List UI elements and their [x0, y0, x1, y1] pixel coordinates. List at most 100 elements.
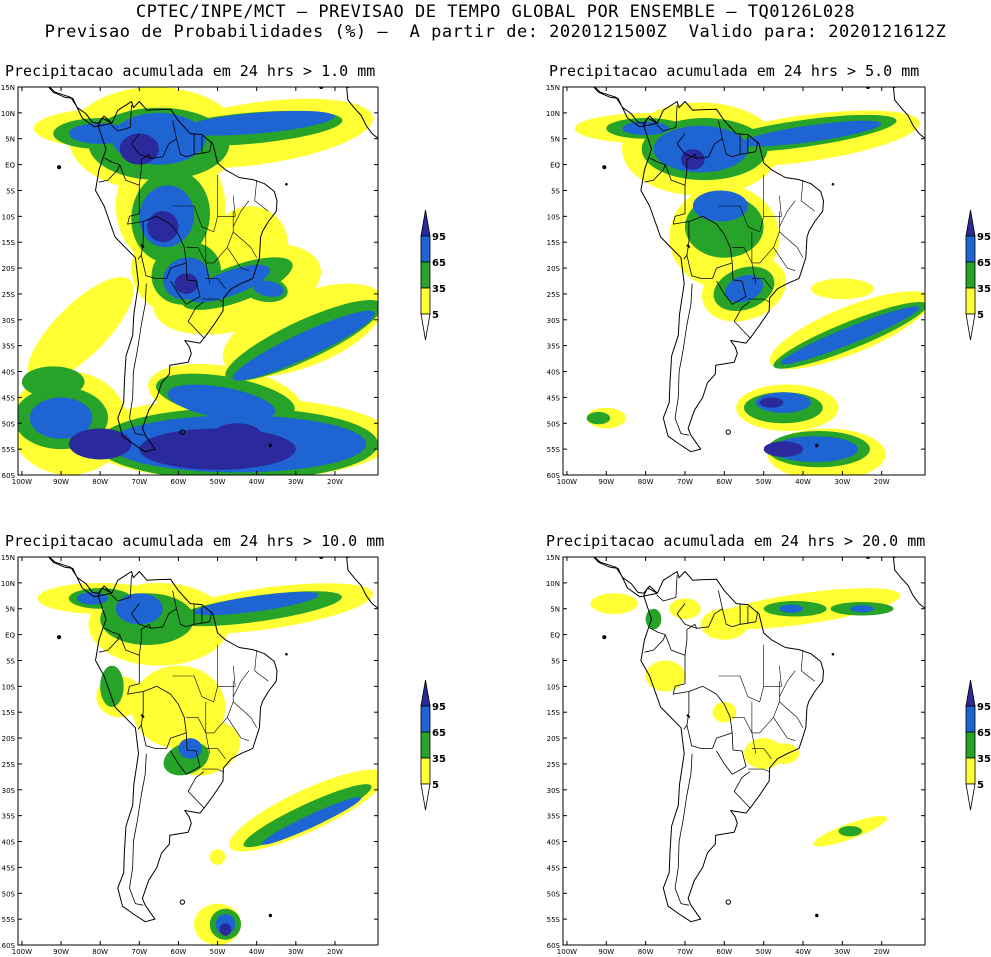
galapagos-islands [602, 635, 607, 640]
lat-label: 55S [2, 916, 16, 924]
legend-label: 35 [977, 284, 991, 295]
lon-label: 20W [327, 948, 343, 956]
lat-label: 10N [546, 110, 560, 118]
map-frame [17, 86, 379, 476]
south-georgia [268, 913, 273, 918]
lat-label: 20S [547, 265, 561, 273]
lon-label: 80W [638, 478, 654, 486]
fernando-de-noronha [285, 652, 288, 656]
state-border [233, 701, 257, 728]
state-border [763, 174, 782, 217]
map-outlines [21, 87, 378, 453]
legend-label: 65 [977, 258, 991, 269]
legend-swatch [420, 731, 431, 759]
state-border [201, 768, 224, 772]
lat-label: 5N [5, 606, 15, 614]
country-border [131, 133, 152, 159]
probability-region [27, 277, 134, 384]
probability-region [645, 608, 662, 630]
map-outlines [566, 557, 925, 923]
probability-region [100, 665, 124, 708]
country-border [676, 603, 697, 629]
probability-region [188, 264, 270, 303]
country-border [187, 771, 205, 809]
lat-label: 15N [546, 554, 560, 562]
probability-region [681, 149, 705, 170]
legend-swatch [420, 705, 431, 733]
south-america-coastline [95, 571, 278, 923]
lon-label: 100W [12, 478, 32, 486]
country-border [664, 164, 689, 225]
state-border [227, 247, 249, 271]
falkland-islands [725, 899, 731, 905]
probability-region [779, 604, 804, 613]
lat-label: 45S [547, 864, 561, 872]
central-america-coastline [566, 557, 658, 598]
lat-label: 20S [2, 735, 16, 743]
lon-label: 50W [210, 478, 226, 486]
lat-label: 15N [1, 84, 15, 92]
legend-cap-top [420, 679, 431, 707]
lat-label: 35S [2, 343, 16, 351]
probability-region [838, 826, 863, 837]
galapagos-islands [56, 165, 62, 170]
lat-label: 55S [547, 916, 561, 924]
probability-region [115, 593, 163, 625]
legend-swatch [965, 705, 976, 733]
state-border [779, 200, 796, 227]
panel-1-title: Precipitacao acumulada em 24 hrs > 1.0 m… [5, 62, 376, 80]
country-border [644, 157, 666, 183]
lat-label: 20S [2, 265, 16, 273]
lat-label: 25S [547, 291, 561, 299]
lon-label: 100W [12, 948, 32, 956]
probability-region [622, 121, 670, 136]
lat-label: EQ [550, 162, 560, 170]
state-border [227, 717, 249, 741]
state-border [205, 681, 234, 734]
map-frame [562, 556, 926, 946]
lon-label: 90W [598, 478, 614, 486]
lon-label: 40W [795, 948, 811, 956]
south-georgia [268, 443, 273, 448]
state-border [217, 644, 236, 687]
lat-label: 15S [2, 709, 16, 717]
figure-title-line2: Previsao de Probabilidades (%) – A parti… [44, 22, 947, 42]
state-border [800, 650, 815, 682]
lat-label: 40S [2, 839, 16, 847]
probability-region [178, 110, 335, 136]
country-border [119, 634, 144, 695]
probability-region [755, 392, 811, 413]
legend-cap-top [965, 209, 976, 237]
lat-label: 60S [2, 942, 16, 950]
state-border [732, 247, 757, 284]
panel-2-title: Precipitacao acumulada em 24 hrs > 5.0 m… [549, 62, 920, 80]
lat-label: 25S [547, 761, 561, 769]
lon-label: 30W [834, 478, 850, 486]
country-border [716, 262, 747, 305]
country-border [170, 262, 201, 305]
lon-label: 100W [557, 948, 577, 956]
state-border [718, 675, 764, 703]
country-border [131, 603, 152, 629]
country-border [110, 105, 132, 132]
south-georgia [815, 443, 819, 448]
legend-swatch [965, 261, 976, 289]
lat-label: 25S [2, 761, 16, 769]
lon-label: 60W [171, 948, 187, 956]
state-border [751, 278, 772, 289]
country-border [674, 283, 693, 436]
legend-cap-top [965, 679, 976, 707]
legend-swatch [965, 235, 976, 263]
central-america-coastline [21, 87, 113, 128]
probability-region [209, 849, 226, 865]
probability-region [243, 784, 372, 848]
lat-label: 15S [547, 239, 561, 247]
lat-label: 5N [550, 606, 560, 614]
probability-region [213, 423, 261, 444]
state-border [254, 180, 269, 212]
lat-label: 15S [547, 709, 561, 717]
probability-region [68, 123, 132, 144]
legend-cap-bottom [965, 783, 976, 811]
legend-label: 35 [977, 754, 991, 765]
